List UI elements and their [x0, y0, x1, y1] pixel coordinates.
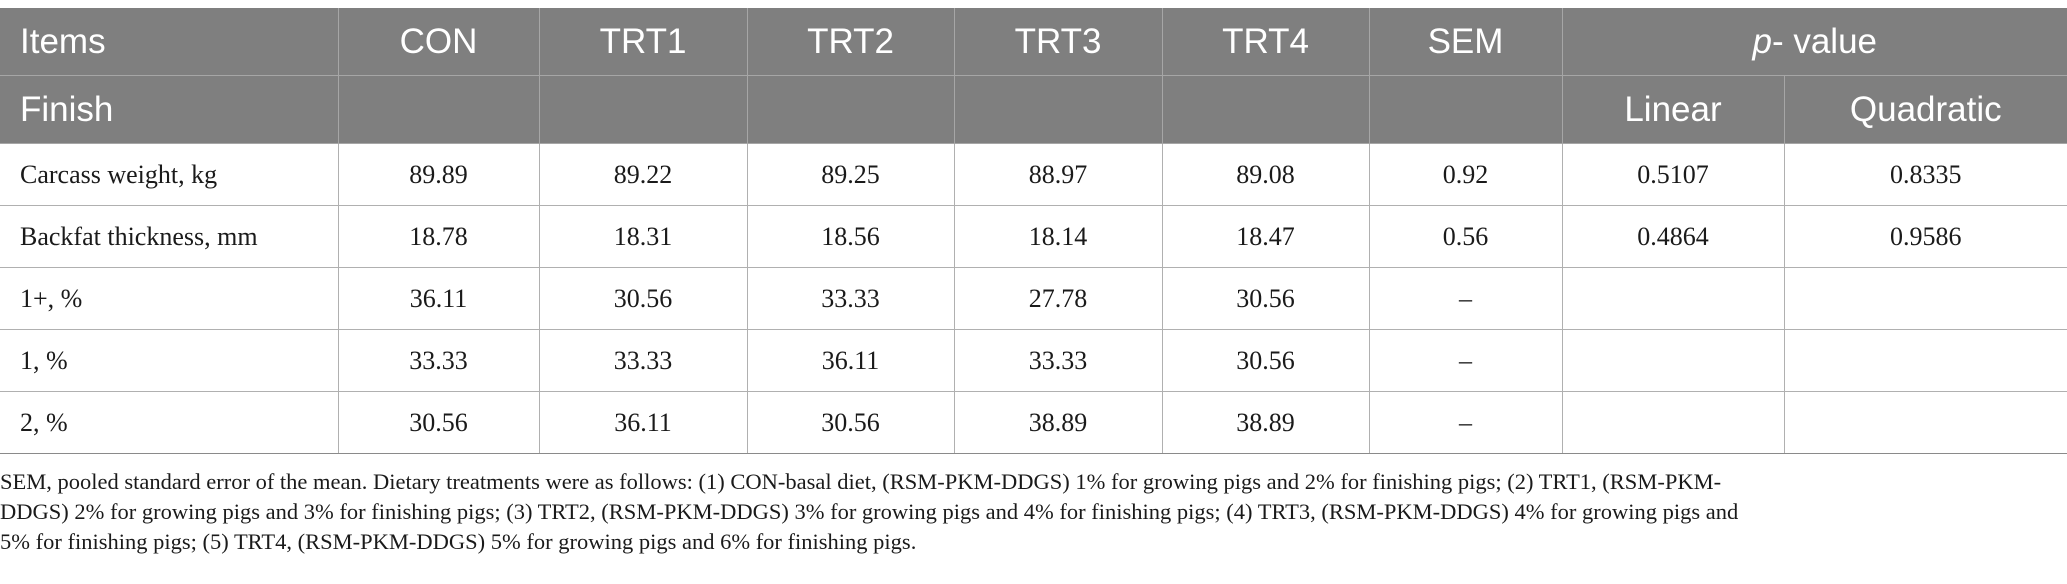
header-empty-sem [1368, 75, 1563, 144]
header-empty-trt2 [746, 75, 955, 144]
cell-con: 89.89 [337, 143, 540, 206]
header-empty-trt1 [538, 75, 748, 144]
cell-trt3: 18.14 [953, 205, 1163, 268]
cell-trt1: 36.11 [538, 391, 748, 454]
results-table-container: Items CON TRT1 TRT2 TRT3 TRT4 SEM p- val… [0, 8, 2067, 454]
header-linear: Linear [1561, 75, 1785, 144]
cell-sem: 0.56 [1368, 205, 1563, 268]
cell-trt2: 36.11 [746, 329, 955, 392]
table-row: Carcass weight, kg 89.89 89.22 89.25 88.… [0, 143, 2067, 206]
header-trt4: TRT4 [1161, 8, 1370, 76]
header-trt1: TRT1 [538, 8, 748, 76]
row-label: 2, % [0, 391, 339, 454]
cell-con: 18.78 [337, 205, 540, 268]
cell-linear [1561, 391, 1785, 454]
cell-linear [1561, 267, 1785, 330]
cell-sem: – [1368, 391, 1563, 454]
header-empty-trt4 [1161, 75, 1370, 144]
header-empty-con [337, 75, 540, 144]
cell-trt4: 18.47 [1161, 205, 1370, 268]
cell-trt1: 33.33 [538, 329, 748, 392]
row-label: Backfat thickness, mm [0, 205, 339, 268]
header-empty-trt3 [953, 75, 1163, 144]
cell-sem: – [1368, 267, 1563, 330]
table-row: Backfat thickness, mm 18.78 18.31 18.56 … [0, 205, 2067, 268]
cell-linear: 0.5107 [1561, 143, 1785, 206]
cell-con: 36.11 [337, 267, 540, 330]
cell-trt2: 33.33 [746, 267, 955, 330]
header-finish: Finish [0, 75, 339, 144]
cell-quadratic [1783, 329, 2067, 392]
header-row-main: Items CON TRT1 TRT2 TRT3 TRT4 SEM p- val… [0, 8, 2067, 76]
cell-trt1: 18.31 [538, 205, 748, 268]
cell-sem: 0.92 [1368, 143, 1563, 206]
table-row: 1, % 33.33 33.33 36.11 33.33 30.56 – [0, 329, 2067, 392]
cell-trt2: 30.56 [746, 391, 955, 454]
cell-trt1: 30.56 [538, 267, 748, 330]
cell-quadratic [1783, 267, 2067, 330]
table-footnote: SEM, pooled standard error of the mean. … [0, 467, 2050, 557]
row-label: Carcass weight, kg [0, 143, 339, 206]
cell-quadratic: 0.8335 [1783, 143, 2067, 206]
header-p-value: p- value [1561, 8, 2067, 76]
cell-trt4: 30.56 [1161, 267, 1370, 330]
cell-trt4: 38.89 [1161, 391, 1370, 454]
cell-con: 33.33 [337, 329, 540, 392]
row-label: 1+, % [0, 267, 339, 330]
cell-con: 30.56 [337, 391, 540, 454]
cell-quadratic: 0.9586 [1783, 205, 2067, 268]
header-sem: SEM [1368, 8, 1563, 76]
cell-trt1: 89.22 [538, 143, 748, 206]
header-trt2: TRT2 [746, 8, 955, 76]
cell-trt2: 89.25 [746, 143, 955, 206]
footnote-line: SEM, pooled standard error of the mean. … [0, 469, 1722, 494]
header-trt3: TRT3 [953, 8, 1163, 76]
cell-trt3: 33.33 [953, 329, 1163, 392]
cell-trt3: 38.89 [953, 391, 1163, 454]
cell-trt4: 89.08 [1161, 143, 1370, 206]
table-row: 1+, % 36.11 30.56 33.33 27.78 30.56 – [0, 267, 2067, 330]
table-row: 2, % 30.56 36.11 30.56 38.89 38.89 – [0, 391, 2067, 454]
cell-trt3: 88.97 [953, 143, 1163, 206]
cell-linear: 0.4864 [1561, 205, 1785, 268]
cell-quadratic [1783, 391, 2067, 454]
header-quadratic: Quadratic [1783, 75, 2067, 144]
header-con: CON [337, 8, 540, 76]
cell-trt2: 18.56 [746, 205, 955, 268]
row-label: 1, % [0, 329, 339, 392]
p-value-label: - value [1771, 21, 1878, 61]
carcass-traits-table: Items CON TRT1 TRT2 TRT3 TRT4 SEM p- val… [0, 8, 2067, 454]
header-items: Items [0, 8, 339, 76]
p-symbol: p [1752, 21, 1772, 61]
footnote-line: 5% for finishing pigs; (5) TRT4, (RSM-PK… [0, 529, 917, 554]
footnote-line: DDGS) 2% for growing pigs and 3% for fin… [0, 499, 1739, 524]
cell-linear [1561, 329, 1785, 392]
header-row-sub: Finish Linear Quadratic [0, 75, 2067, 144]
cell-trt4: 30.56 [1161, 329, 1370, 392]
cell-trt3: 27.78 [953, 267, 1163, 330]
cell-sem: – [1368, 329, 1563, 392]
